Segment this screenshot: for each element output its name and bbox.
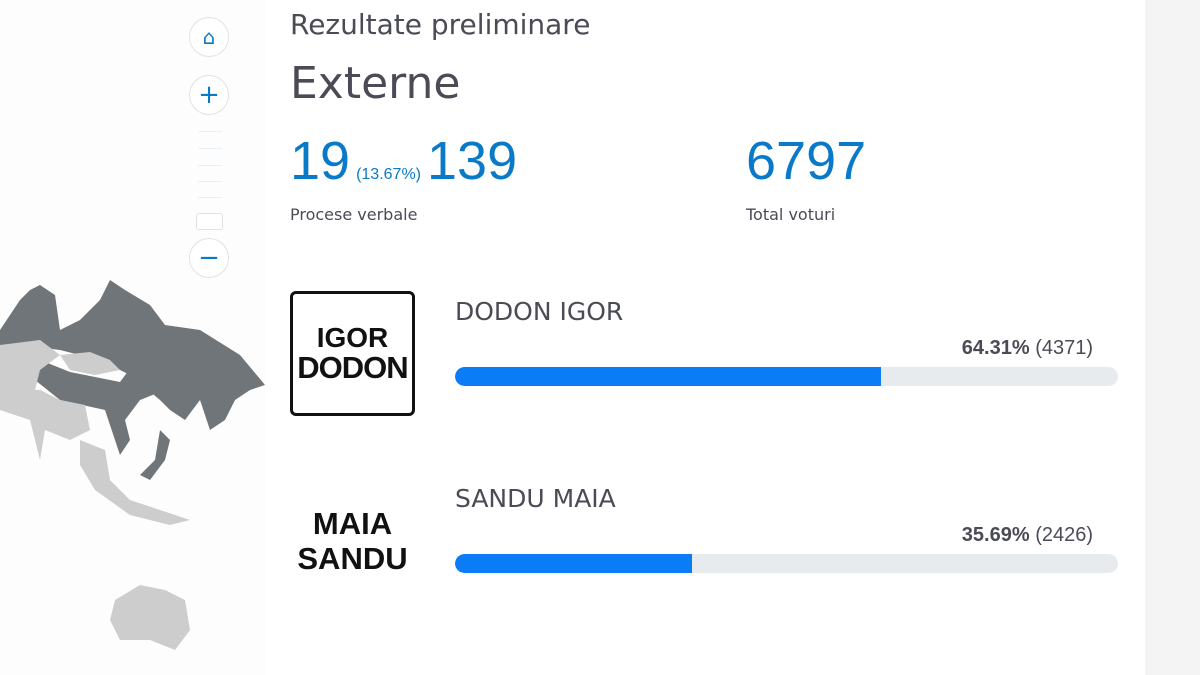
region-china[interactable] bbox=[35, 355, 165, 455]
zoom-tick[interactable] bbox=[198, 181, 222, 182]
region-southeast-asia bbox=[80, 440, 190, 525]
region-japan bbox=[140, 430, 170, 480]
region-russia[interactable] bbox=[0, 280, 265, 430]
page-subtitle: Rezultate preliminare bbox=[290, 8, 591, 41]
zoom-tick[interactable] bbox=[198, 148, 222, 149]
progress-fill bbox=[455, 554, 692, 573]
logo-text: MAIA bbox=[312, 505, 393, 541]
progress-fill bbox=[455, 367, 882, 386]
candidate-result: 35.69% (2426) bbox=[962, 524, 1093, 547]
processed-total: 139 bbox=[427, 131, 518, 191]
logo-text: IGOR bbox=[316, 322, 389, 353]
zoom-out-button[interactable]: − bbox=[189, 238, 229, 278]
world-map[interactable]: ⌂ + − bbox=[0, 0, 265, 675]
region-central-asia bbox=[0, 340, 60, 390]
candidate-name: DODON IGOR bbox=[455, 297, 624, 326]
region-mongolia bbox=[60, 352, 120, 375]
region-south-asia bbox=[0, 390, 90, 460]
processed-percent: (13.67%) bbox=[356, 166, 421, 183]
processed-stat: 19 (13.67%) 139 bbox=[290, 130, 517, 192]
candidate-percent: 35.69% bbox=[961, 524, 1030, 546]
total-votes: 6797 bbox=[746, 131, 867, 191]
zoom-tick[interactable] bbox=[198, 197, 222, 198]
logo-text: DODON bbox=[297, 350, 408, 385]
home-button[interactable]: ⌂ bbox=[189, 17, 229, 57]
candidate-name: SANDU MAIA bbox=[455, 484, 616, 513]
right-sidebar bbox=[1145, 0, 1200, 675]
region-australia bbox=[110, 585, 190, 650]
total-votes-label: Total voturi bbox=[746, 205, 836, 224]
page-title: Externe bbox=[290, 58, 461, 109]
candidate-row: IGOR DODON DODON IGOR 64.31% (4371) bbox=[290, 291, 1120, 421]
candidate-logo: MAIA SANDU bbox=[290, 478, 415, 603]
processed-count: 19 bbox=[290, 131, 351, 191]
candidate-result: 64.31% (4371) bbox=[962, 337, 1093, 360]
zoom-tick[interactable] bbox=[198, 165, 222, 166]
map-svg[interactable] bbox=[0, 0, 265, 675]
zoom-in-button[interactable]: + bbox=[189, 75, 229, 115]
results-panel: Rezultate preliminare Externe 19 (13.67%… bbox=[265, 0, 1145, 675]
candidate-row: MAIA SANDU SANDU MAIA 35.69% (2426) bbox=[290, 478, 1120, 608]
minus-icon: − bbox=[198, 243, 220, 273]
home-icon: ⌂ bbox=[202, 25, 216, 49]
zoom-tick[interactable] bbox=[198, 131, 222, 132]
candidate-votes: (2426) bbox=[1035, 524, 1093, 546]
zoom-slider-handle[interactable] bbox=[196, 213, 223, 230]
processed-label: Procese verbale bbox=[290, 205, 418, 224]
plus-icon: + bbox=[198, 80, 220, 110]
candidate-progress-bar bbox=[455, 367, 1118, 386]
logo-text: SANDU bbox=[297, 540, 408, 576]
candidate-logo: IGOR DODON bbox=[290, 291, 415, 416]
candidate-votes: (4371) bbox=[1035, 337, 1093, 359]
candidate-percent: 64.31% bbox=[961, 337, 1030, 359]
total-votes-stat: 6797 bbox=[746, 130, 866, 192]
candidate-progress-bar bbox=[455, 554, 1118, 573]
